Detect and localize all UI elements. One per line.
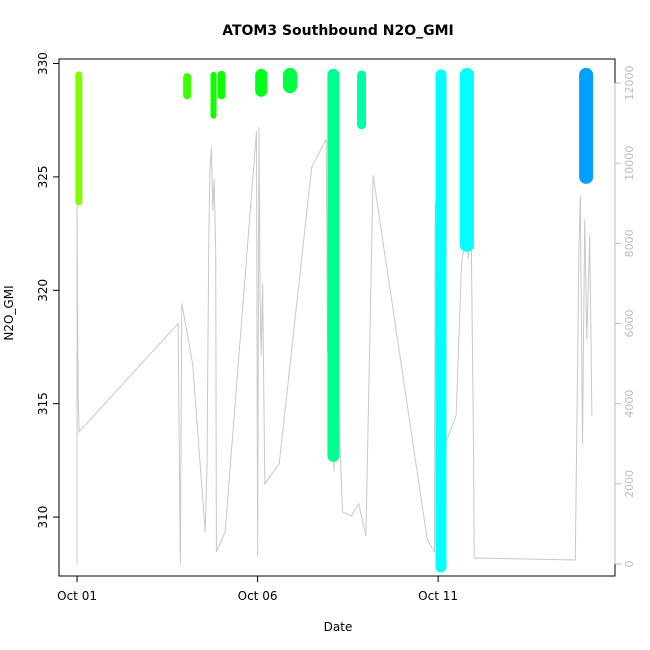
x-tick-label: Oct 11 <box>418 589 458 603</box>
chart-title: ATOM3 Southbound N2O_GMI <box>222 23 454 39</box>
y-axis-label: N2O_GMI <box>2 285 16 340</box>
y2-tick-label: 4000 <box>623 390 636 418</box>
x-tick-label: Oct 01 <box>57 589 97 603</box>
y2-tick-label: 8000 <box>623 229 636 257</box>
axes-layer: Oct 01 Oct 06 Oct 11 310 315 320 325 330 0 2000 40… <box>36 52 636 603</box>
series-layer <box>75 67 594 573</box>
y-tick-label: 330 <box>36 52 50 75</box>
y-tick-label: 320 <box>36 279 50 302</box>
y2-tick-label: 6000 <box>623 310 636 338</box>
y-tick-label: 315 <box>36 392 50 415</box>
y-tick-label: 325 <box>36 165 50 188</box>
x-axis-label: Date <box>324 620 353 634</box>
x-tick-label: Oct 06 <box>238 589 278 603</box>
y-tick-label: 310 <box>36 506 50 529</box>
y2-tick-label: 12000 <box>623 66 636 101</box>
y2-tick-label: 0 <box>623 560 636 567</box>
y2-tick-label: 2000 <box>623 470 636 498</box>
y2-tick-label: 10000 <box>623 146 636 181</box>
